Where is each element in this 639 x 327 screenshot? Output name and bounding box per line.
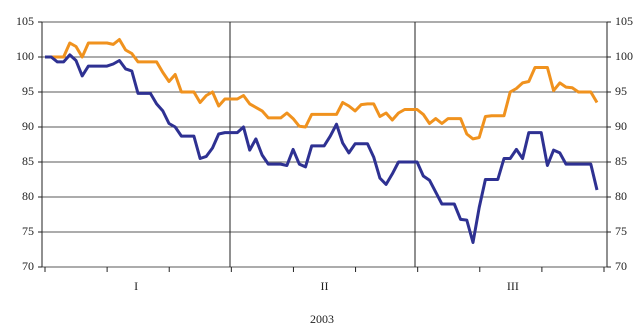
y-tick-label: 75	[22, 224, 34, 238]
x-axis-label: 2003	[310, 312, 334, 326]
x-tick-label: III	[507, 279, 519, 293]
y2-tick-label: 75	[615, 224, 627, 238]
x-tick-label: II	[321, 279, 329, 293]
y-tick-label: 85	[22, 154, 34, 168]
y2-tick-label: 105	[615, 14, 633, 28]
y2-tick-label: 95	[615, 84, 627, 98]
y2-tick-label: 70	[615, 259, 627, 273]
y2-tick-label: 100	[615, 49, 633, 63]
y-tick-label: 95	[22, 84, 34, 98]
line-series	[45, 53, 599, 244]
y-tick-label: 90	[22, 119, 34, 133]
line-series	[45, 38, 599, 141]
y2-tick-label: 80	[615, 189, 627, 203]
y-tick-label: 105	[16, 14, 34, 28]
x-tick-label: I	[134, 279, 138, 293]
y-tick-label: 70	[22, 259, 34, 273]
y-tick-label: 100	[16, 49, 34, 63]
y2-tick-label: 85	[615, 154, 627, 168]
y2-tick-label: 90	[615, 119, 627, 133]
y-tick-label: 80	[22, 189, 34, 203]
